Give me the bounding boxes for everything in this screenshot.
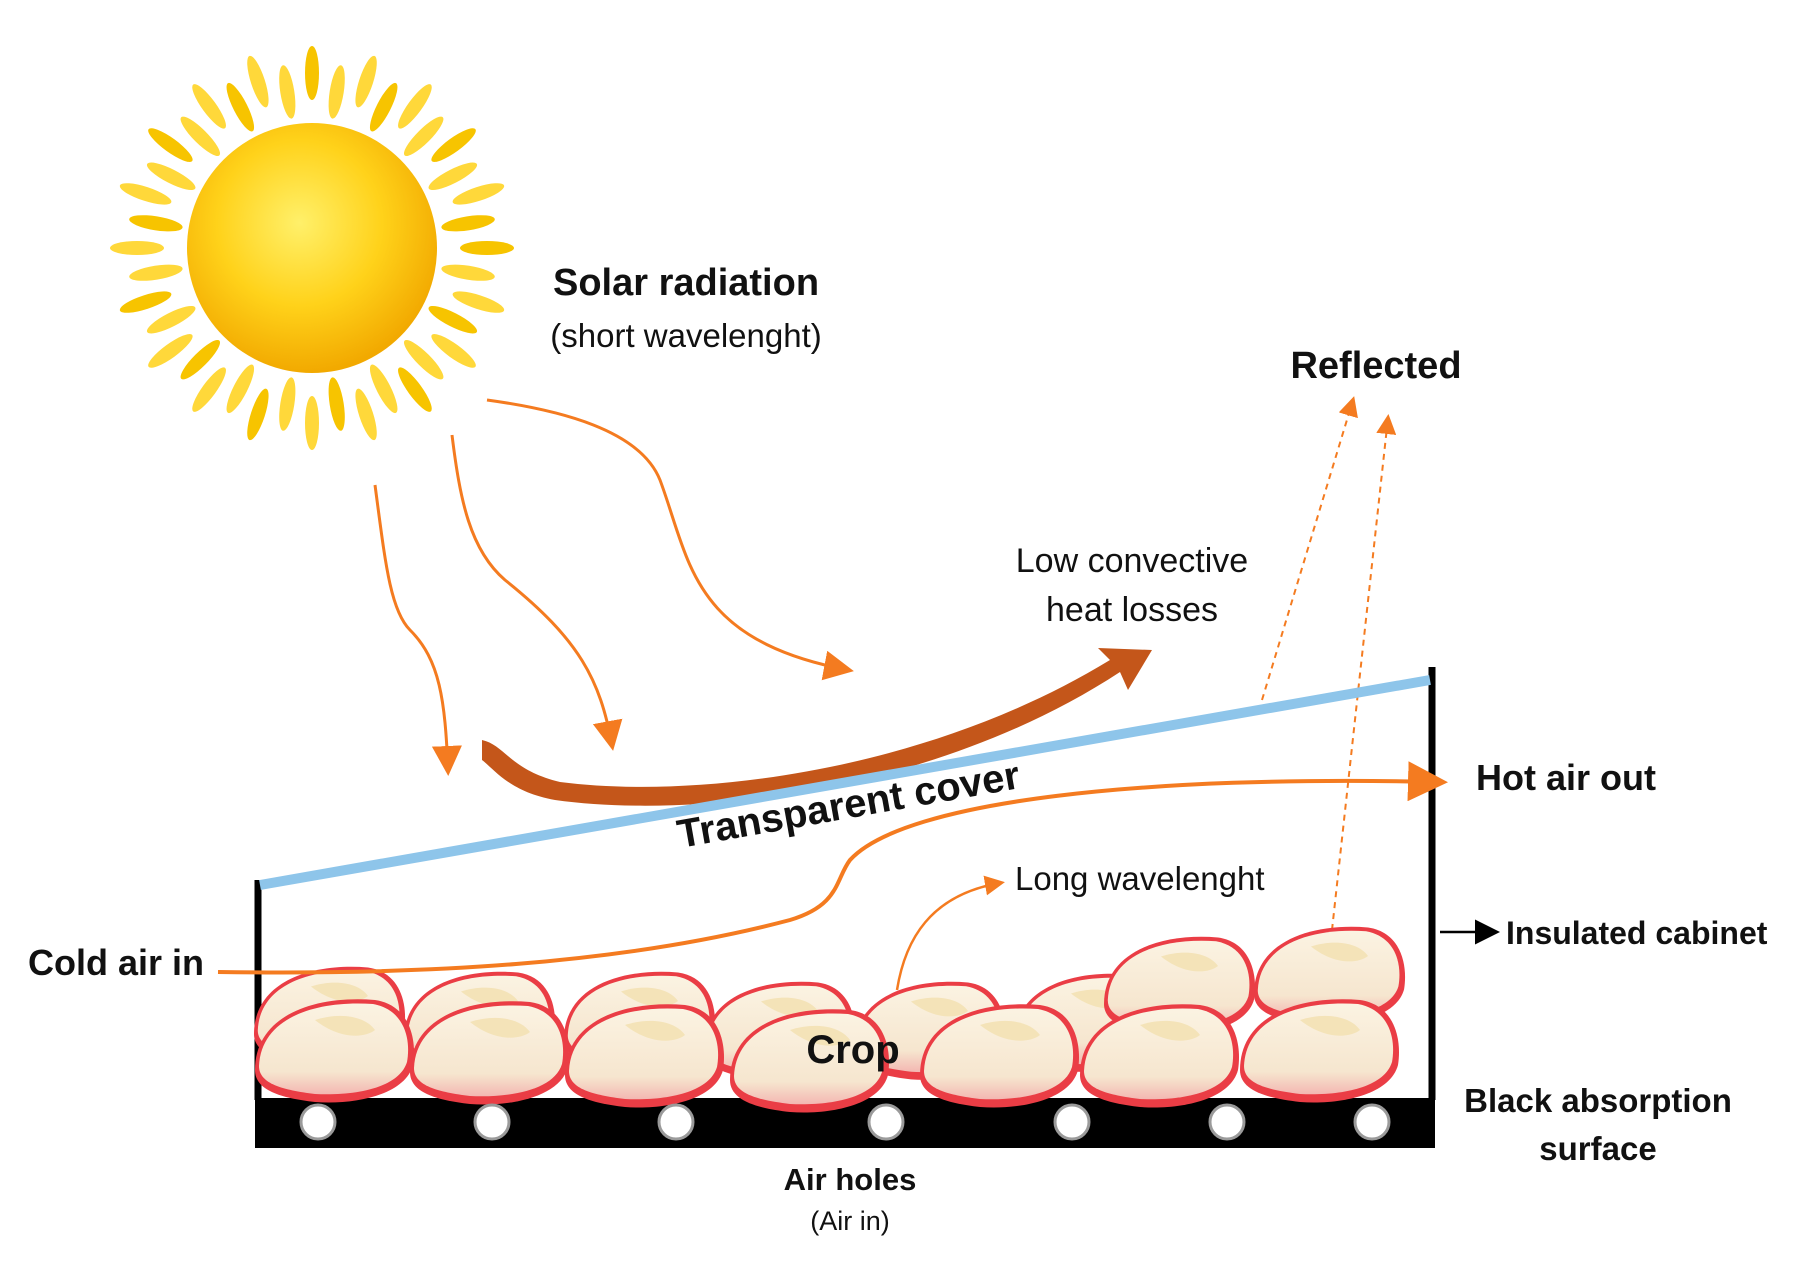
sun-rays — [110, 46, 514, 450]
air-holes — [299, 1103, 1391, 1141]
black-absorption-label-line1: Black absorption — [1464, 1082, 1732, 1119]
solar-ray-arrow-1 — [373, 484, 462, 776]
solar-radiation-sublabel: (short wavelenght) — [550, 317, 821, 354]
reflected-arrows — [1261, 396, 1397, 931]
sun-ray — [247, 388, 269, 441]
crop-label: Crop — [806, 1028, 899, 1072]
sun-ray — [148, 128, 193, 162]
apple-slice-icon — [1240, 999, 1400, 1103]
crop-apple-slices — [254, 926, 1406, 1113]
apple-slice-icon — [1254, 926, 1406, 1025]
solar-ray-arrow-3 — [486, 398, 854, 681]
air-hole-icon — [867, 1103, 905, 1141]
reflected-arrow-1 — [1261, 396, 1358, 701]
air-holes-label: Air holes — [784, 1162, 917, 1197]
sun-ray — [328, 65, 345, 119]
sun-ray — [403, 116, 444, 157]
sun-ray — [328, 377, 345, 431]
solar-ray-arrows — [373, 398, 854, 776]
sun-ray — [279, 65, 296, 119]
sun-ray — [129, 215, 183, 232]
cold-air-in-label: Cold air in — [28, 942, 204, 983]
sun-ray — [192, 367, 226, 412]
insulated-cabinet-label: Insulated cabinet — [1506, 915, 1768, 951]
low-convective-label-line1: Low convective — [1016, 542, 1248, 580]
sun-ray — [369, 82, 398, 132]
air-hole-icon — [657, 1103, 695, 1141]
solar-radiation-label: Solar radiation — [553, 262, 819, 304]
sun-ray — [460, 241, 514, 255]
sun-ray — [192, 84, 226, 129]
air-flow-arrow — [217, 761, 1448, 975]
sun-ray — [129, 264, 183, 281]
long-wavelength-label: Long wavelenght — [1015, 860, 1265, 897]
apple-slice-icon — [565, 1004, 725, 1108]
sun-ray — [398, 84, 432, 129]
apple-slice-icon — [730, 1009, 890, 1113]
sun-ray — [355, 388, 377, 441]
sun-ray — [431, 128, 476, 162]
sun-ray — [441, 215, 495, 232]
sun-ray — [403, 339, 444, 380]
low-convective-label-line2: heat losses — [1046, 591, 1218, 629]
sun-ray — [305, 396, 319, 450]
convective-loss-arrow — [482, 648, 1152, 806]
sun-ray — [428, 305, 478, 334]
air-hole-icon — [1208, 1103, 1246, 1141]
sun-ray — [279, 377, 296, 431]
sun-ray — [452, 291, 505, 313]
sun-ray — [119, 183, 172, 205]
sun-ray — [355, 55, 377, 108]
sun-ray — [180, 339, 221, 380]
transparent-cover-line — [259, 675, 1431, 890]
sun-ray — [146, 305, 196, 334]
solar-ray-arrow-2 — [450, 434, 623, 751]
black-absorption-label-line2: surface — [1539, 1130, 1656, 1167]
sun-ray — [452, 183, 505, 205]
apple-slice-icon — [255, 999, 415, 1103]
air-hole-icon — [1053, 1103, 1091, 1141]
sun-ray — [305, 46, 319, 100]
sun-ray — [398, 367, 432, 412]
sun-ray — [226, 82, 255, 132]
sun-ray — [110, 241, 164, 255]
sun-ray — [226, 364, 255, 414]
sun-ray — [119, 291, 172, 313]
apple-slice-icon — [410, 1001, 570, 1105]
air-hole-icon — [1353, 1103, 1391, 1141]
sun-ray — [146, 162, 196, 191]
sun-core — [187, 123, 437, 373]
sun-ray — [428, 162, 478, 191]
air-hole-icon — [473, 1103, 511, 1141]
sun-ray — [369, 364, 398, 414]
sun-ray — [148, 334, 193, 368]
apple-slice-icon — [1080, 1004, 1240, 1108]
reflected-arrow-2 — [1331, 414, 1397, 931]
sun-ray — [441, 264, 495, 281]
sun-ray — [180, 116, 221, 157]
air-hole-icon — [299, 1103, 337, 1141]
hot-air-out-label: Hot air out — [1476, 757, 1656, 798]
sun-icon — [110, 46, 514, 450]
reflected-label: Reflected — [1290, 345, 1461, 387]
air-holes-sublabel: (Air in) — [810, 1206, 890, 1236]
sun-ray — [247, 55, 269, 108]
sun-ray — [431, 334, 476, 368]
apple-slice-icon — [920, 1004, 1080, 1108]
long-wavelength-arrow — [895, 875, 1005, 991]
